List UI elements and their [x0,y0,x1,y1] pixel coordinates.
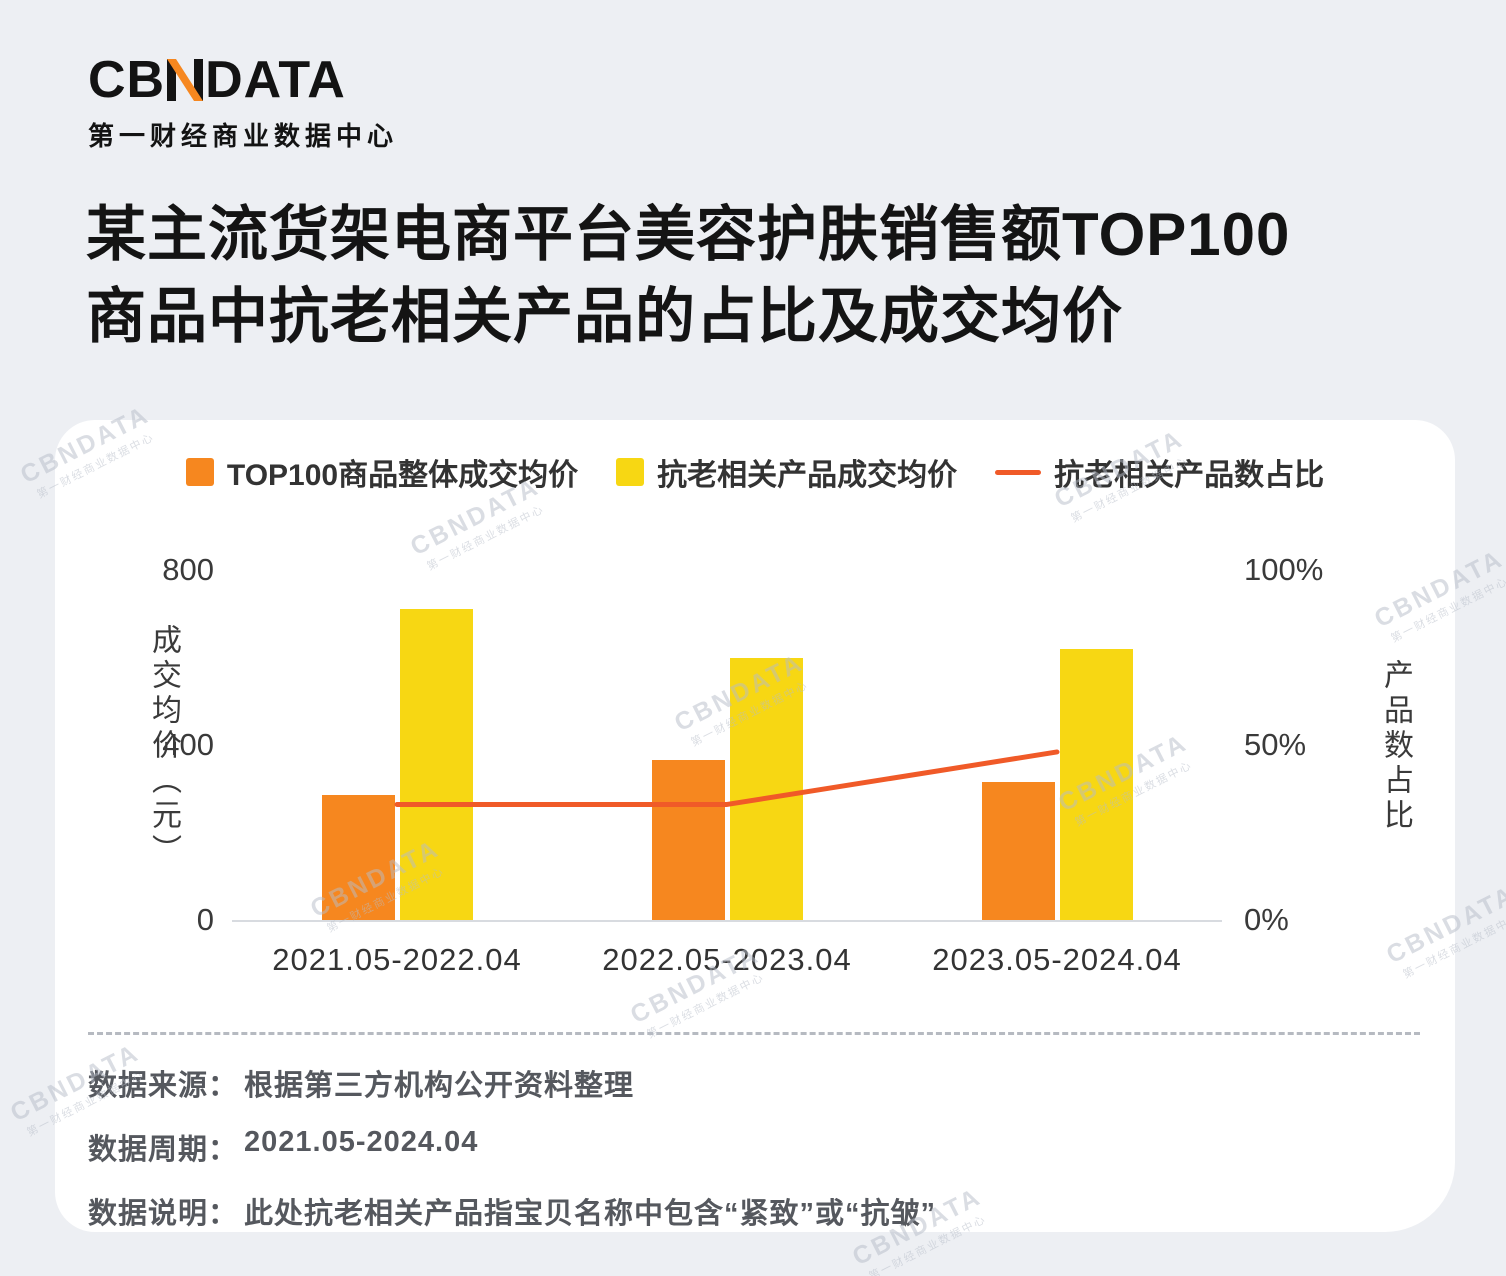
right-axis-tick: 50% [1244,727,1307,762]
page-title: 某主流货架电商平台美容护肤销售额TOP100 商品中抗老相关产品的占比及成交均价 [86,194,1290,358]
chart-card: TOP100商品整体成交均价 抗老相关产品成交均价 抗老相关产品数占比 成交均价… [55,420,1455,1232]
data-period-label: 数据周期： [88,1134,239,1166]
bar [321,795,395,920]
right-axis-title: 产品数占比 [1379,658,1412,834]
footer-notes: 数据来源： 根据第三方机构公开资料整理 数据周期： 2021.05-2024.0… [88,1062,936,1232]
data-period-row: 数据周期： 2021.05-2024.04 [88,1126,936,1168]
left-axis-tick: 800 [162,552,214,587]
cbndata-logo: CB DATA 第一财经商业数据中心 [88,54,398,153]
bar-group [562,570,892,920]
logo-n-icon [167,59,204,101]
bars-area [232,570,1222,920]
ratio-line [394,749,1060,807]
legend-swatch-line [995,469,1042,475]
data-note-row: 数据说明： 此处抗老相关产品指宝贝名称中包含“紧致”或“抗皱” [88,1190,936,1232]
x-axis-label: 2023.05-2024.04 [932,942,1182,977]
legend-swatch-orange [185,458,214,486]
right-axis-tick: 100% [1244,552,1324,587]
x-axis-labels: 2021.05-2022.04 2022.05-2023.04 2023.05-… [232,942,1222,978]
footer-divider [88,1032,1420,1035]
logo-brand-suffix: DATA [205,51,346,109]
bar-group [232,570,562,920]
bar [729,657,803,920]
logo-subtitle: 第一财经商业数据中心 [88,121,399,151]
x-axis-label: 2021.05-2022.04 [272,942,522,977]
left-axis-tick: 0 [196,902,214,937]
legend-label: 抗老相关产品成交均价 [657,459,958,492]
bar [399,609,473,920]
bar [651,760,725,920]
data-source-label: 数据来源： [88,1070,239,1102]
chart-legend: TOP100商品整体成交均价 抗老相关产品成交均价 抗老相关产品数占比 [55,450,1455,494]
x-axis-label: 2022.05-2023.04 [602,942,852,977]
right-axis-tick: 0% [1244,902,1289,937]
bar [981,782,1055,920]
page-title-line1: 某主流货架电商平台美容护肤销售额TOP100 [86,201,1291,268]
legend-item-top100-avg-price: TOP100商品整体成交均价 [185,450,579,494]
data-source-value: 根据第三方机构公开资料整理 [244,1070,635,1102]
legend-label: TOP100商品整体成交均价 [226,459,579,492]
page-title-line2: 商品中抗老相关产品的占比及成交均价 [86,283,1123,351]
legend-label: 抗老相关产品数占比 [1054,459,1325,492]
bar [1059,648,1133,920]
data-period-value: 2021.05-2024.04 [244,1126,479,1158]
logo-brand-prefix: CB [88,51,166,109]
data-source-row: 数据来源： 根据第三方机构公开资料整理 [88,1062,936,1104]
data-note-value: 此处抗老相关产品指宝贝名称中包含“紧致”或“抗皱” [244,1198,937,1230]
left-axis-tick: 400 [162,727,214,762]
ratio-line-layer [394,749,1060,807]
legend-item-antiaging-avg-price: 抗老相关产品成交均价 [616,450,957,494]
legend-item-antiaging-ratio: 抗老相关产品数占比 [995,450,1324,494]
data-note-label: 数据说明： [88,1198,239,1230]
legend-swatch-yellow [616,458,645,486]
plot-area: 800 400 0 100% 50% 0% [162,552,1323,937]
logo-brand: CB DATA [88,54,398,106]
left-axis-title: 成交均价（元） [147,623,180,869]
bar-group [892,570,1222,920]
